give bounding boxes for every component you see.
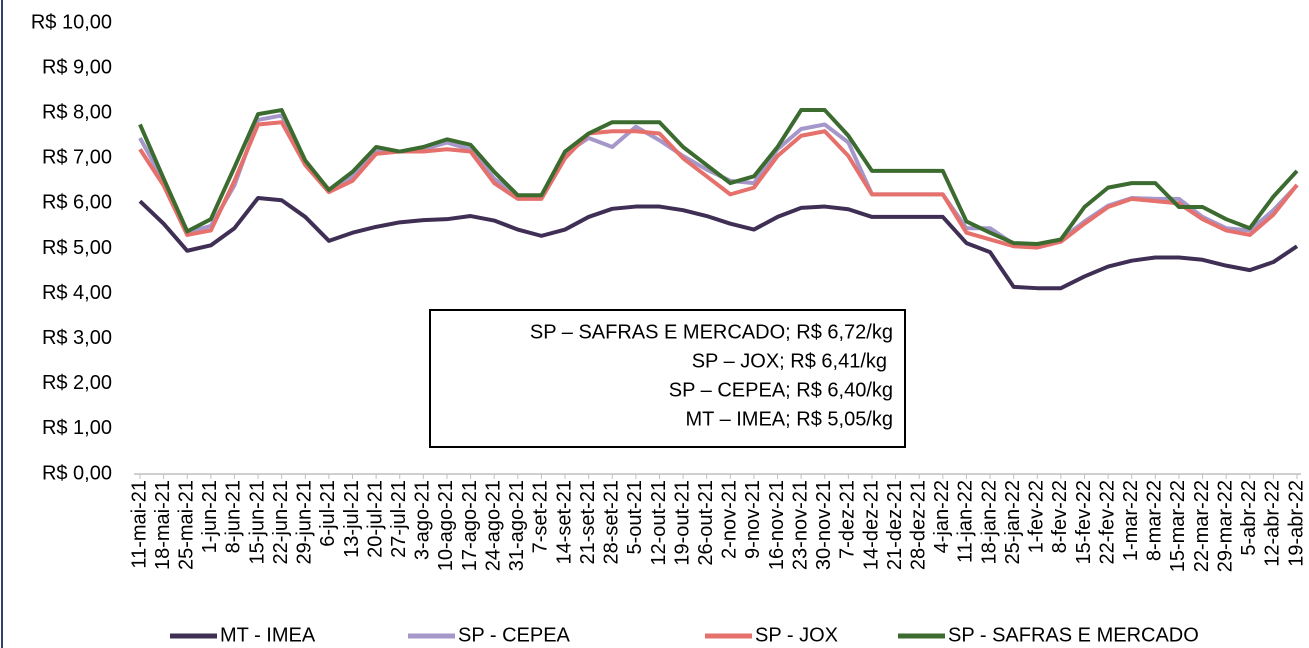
x-tick-label: 28-set-21 (601, 480, 623, 565)
y-tick-label: R$ 10,00 (31, 11, 112, 33)
annotation: SP – JOX; R$ 6,41/kg (692, 350, 887, 372)
x-tick-label: 21-dez-21 (884, 480, 906, 570)
x-tick-label: 16-nov-21 (766, 480, 788, 570)
x-tick-label: 5-out-21 (624, 480, 646, 555)
x-tick-label: 22-fev-22 (1096, 480, 1118, 565)
x-tick-label: 11-mai-21 (128, 480, 150, 569)
x-tick-label: 1-fev-22 (1026, 480, 1048, 553)
y-tick-label: R$ 6,00 (42, 192, 112, 214)
x-tick-label: 5-abr-22 (1238, 480, 1260, 556)
y-tick-label: R$ 5,00 (42, 237, 112, 259)
x-tick-label: 29-mar-22 (1214, 480, 1236, 572)
annotation-box (429, 309, 906, 448)
x-tick-label: 17-ago-21 (459, 480, 481, 571)
x-tick-label: 3-ago-21 (412, 480, 434, 560)
x-tick-label: 28-dez-21 (907, 480, 929, 570)
x-tick-label: 7-set-21 (530, 480, 552, 553)
x-tick-label: 14-set-21 (553, 480, 575, 565)
x-tick-label: 18-jan-22 (978, 480, 1000, 565)
y-tick-label: R$ 7,00 (42, 147, 112, 169)
series-line (138, 108, 1299, 246)
plot: R$ 0,00 R$ 1,00 R$ 2,00 R$ 3,00 R$ 4,00 R$ 5,… (31, 11, 1307, 572)
x-tick-label: 19-out-21 (671, 480, 693, 566)
x-tick-label: 1-jun-21 (199, 480, 221, 553)
series-line (138, 195, 1299, 291)
x-tick-label: 15-fev-22 (1073, 480, 1095, 565)
x-tick-label: 20-jul-21 (364, 480, 386, 558)
x-tick-label: 31-ago-21 (506, 480, 528, 571)
x-tick-label: 9-nov-21 (742, 480, 764, 559)
x-tick-label: 19-abr-22 (1285, 480, 1307, 567)
x-tick-label: 13-jul-21 (341, 480, 363, 558)
series-line (138, 120, 1299, 250)
y-tick-label: R$ 8,00 (42, 101, 112, 123)
annotation: SP – SAFRAS E MERCADO; R$ 6,72/kg (530, 321, 893, 343)
x-tick-label: 11-jan-22 (955, 480, 977, 563)
x-tick-label: 24-ago-21 (482, 480, 504, 571)
x-tick-label: 29-jun-21 (294, 480, 316, 565)
x-tick-label: 30-nov-21 (813, 480, 835, 570)
x-tick-label: 12-out-21 (648, 480, 670, 566)
x-tick-label: 1-mar-22 (1120, 480, 1142, 561)
x-tick-label: 18-mai-21 (152, 480, 174, 570)
x-tick-label: 8-jun-21 (223, 480, 245, 553)
y-tick-label: R$ 1,00 (42, 417, 112, 439)
legend-label: SP - SAFRAS E MERCADO (948, 624, 1199, 646)
legend-label: MT - IMEA (220, 624, 316, 646)
y-tick-label: R$ 2,00 (42, 372, 112, 394)
x-tick-label: 10-ago-21 (435, 480, 457, 571)
x-tick-label: 12-abr-22 (1262, 480, 1284, 567)
x-tick-label: 25-jan-22 (1002, 480, 1024, 565)
x-tick-label: 15-mar-22 (1167, 480, 1189, 572)
x-tick-label: 7-dez-21 (837, 480, 859, 559)
x-tick-label: 8-fev-22 (1049, 480, 1071, 553)
x-tick-label: 6-jul-21 (317, 480, 339, 547)
x-tick-label: 21-set-21 (577, 480, 599, 565)
x-tick-label: 22-jun-21 (270, 480, 292, 565)
annotation: SP – CEPEA; R$ 6,40/kg (669, 379, 893, 401)
x-tick-label: 15-jun-21 (246, 480, 268, 565)
x-tick-label: 22-mar-22 (1191, 480, 1213, 572)
legend-label: SP - CEPEA (458, 624, 571, 646)
x-tick-label: 2-nov-21 (719, 480, 741, 559)
x-tick-label: 26-out-21 (695, 480, 717, 566)
x-tick-label: 25-mai-21 (176, 480, 198, 570)
x-tick-label: 27-jul-21 (388, 480, 410, 558)
x-tick-label: 8-mar-22 (1144, 480, 1166, 561)
y-tick-label: R$ 0,00 (42, 462, 112, 484)
legend-label: SP - JOX (755, 624, 838, 646)
x-tick-label: 14-dez-21 (860, 480, 882, 570)
x-tick-label: 23-nov-21 (789, 480, 811, 570)
x-tick-label: 4-jan-22 (931, 480, 953, 553)
y-tick-label: R$ 4,00 (42, 282, 112, 304)
annotation: MT – IMEA; R$ 5,05/kg (686, 408, 894, 430)
y-tick-label: R$ 3,00 (42, 327, 112, 349)
y-tick-label: R$ 9,00 (42, 56, 112, 78)
